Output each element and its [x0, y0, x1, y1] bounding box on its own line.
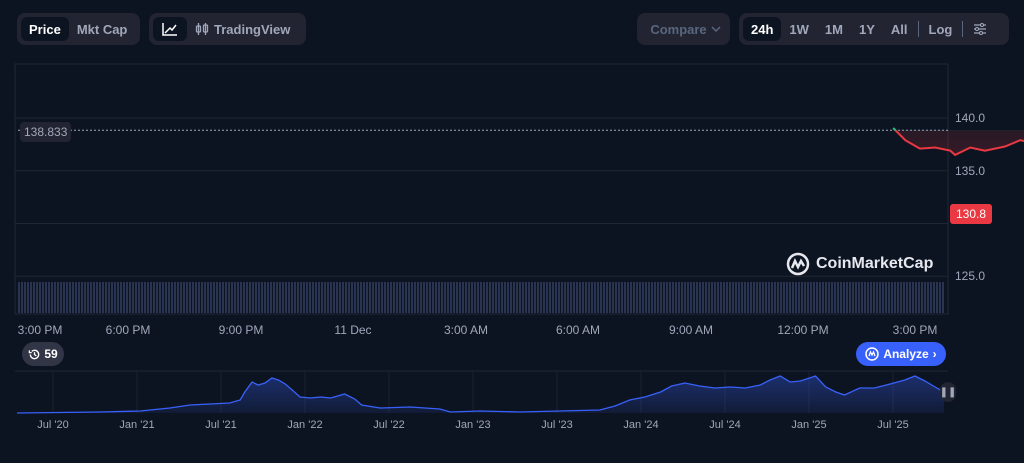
navigator-tick-label: Jul '24 — [709, 419, 741, 431]
x-tick-label: 3:00 AM — [443, 323, 489, 337]
tab-price[interactable]: Price — [21, 17, 69, 41]
navigator-tick-label: Jan '21 — [119, 419, 155, 431]
grid-lines — [15, 117, 948, 277]
x-tick-label: 11 Dec — [334, 323, 372, 337]
navigator-tick-label: Jul '21 — [205, 419, 237, 431]
chevron-down-icon — [711, 26, 721, 32]
navigator-area — [17, 376, 944, 413]
history-count: 59 — [44, 347, 58, 361]
y-tick-label: 125.0 — [955, 269, 986, 284]
price-mktcap-toggle: Price Mkt Cap — [17, 13, 140, 45]
cmc-ai-icon — [865, 347, 880, 361]
navigator-handle[interactable]: ❚❚ — [940, 382, 956, 402]
navigator-tick-label: Jan '23 — [455, 419, 491, 431]
chart-type-toggle: TradingView — [149, 13, 306, 45]
x-tick-label: 9:00 AM — [668, 323, 714, 337]
line-chart-button[interactable] — [153, 17, 187, 41]
range-1w[interactable]: 1W — [789, 21, 809, 37]
range-all[interactable]: All — [890, 21, 908, 37]
coinmarketcap-watermark: CoinMarketCap — [786, 252, 933, 276]
tradingview-label: TradingView — [214, 21, 291, 37]
navigator-tick-label: Jul '20 — [37, 419, 69, 431]
y-tick-label: 140.0 — [955, 111, 986, 125]
navigator-tick-label: Jul '22 — [373, 419, 405, 431]
y-tick-label: 135.0 — [955, 163, 986, 178]
current-price-tag: 130.8 — [950, 204, 993, 224]
tab-mkt-cap[interactable]: Mkt Cap — [76, 21, 128, 37]
coinmarketcap-logo-icon — [786, 252, 810, 276]
divider — [962, 21, 964, 37]
range-1m[interactable]: 1M — [824, 21, 843, 37]
volume-bars — [18, 282, 944, 313]
divider — [917, 21, 919, 37]
x-tick-label: 9:00 PM — [218, 323, 264, 337]
settings-button[interactable] — [965, 17, 995, 41]
compare-label: Compare — [650, 21, 707, 37]
history-badge[interactable]: 59 — [22, 342, 64, 366]
navigator-tick-label: Jan '24 — [623, 419, 659, 431]
x-tick-label: 6:00 AM — [555, 323, 601, 337]
range-24h[interactable]: 24h — [743, 17, 782, 41]
sliders-icon — [974, 23, 987, 35]
pause-icon: ❚❚ — [939, 386, 957, 398]
navigator-tick-label: Jan '22 — [287, 419, 323, 431]
navigator-tick-label: Jan '25 — [791, 419, 827, 431]
x-tick-label: 6:00 PM — [105, 323, 151, 337]
tradingview-button[interactable]: TradingView — [187, 17, 298, 41]
analyze-label: Analyze — [883, 347, 929, 361]
chevron-right-icon: › — [932, 347, 937, 361]
analyze-button[interactable]: Analyze › — [856, 342, 946, 366]
navigator-line — [17, 375, 945, 414]
line-chart-icon — [162, 23, 177, 36]
history-icon — [29, 349, 40, 359]
range-selector: 24h 1W 1M 1Y All Log — [739, 13, 1009, 45]
candlestick-icon — [195, 23, 209, 35]
baseline-price-label: 138.833 — [20, 122, 72, 142]
navigator-tick-label: Jul '23 — [541, 419, 573, 431]
navigator-tick-label: Jul '25 — [877, 419, 909, 431]
x-tick-label: 3:00 PM — [17, 323, 63, 337]
x-tick-label: 12:00 PM — [777, 323, 829, 337]
watermark-text: CoinMarketCap — [816, 255, 934, 272]
range-1y[interactable]: 1Y — [858, 21, 875, 37]
compare-dropdown[interactable]: Compare — [637, 13, 730, 45]
log-toggle[interactable]: Log — [928, 21, 953, 37]
x-tick-label: 3:00 PM — [892, 323, 938, 337]
chart-frame — [14, 63, 949, 315]
